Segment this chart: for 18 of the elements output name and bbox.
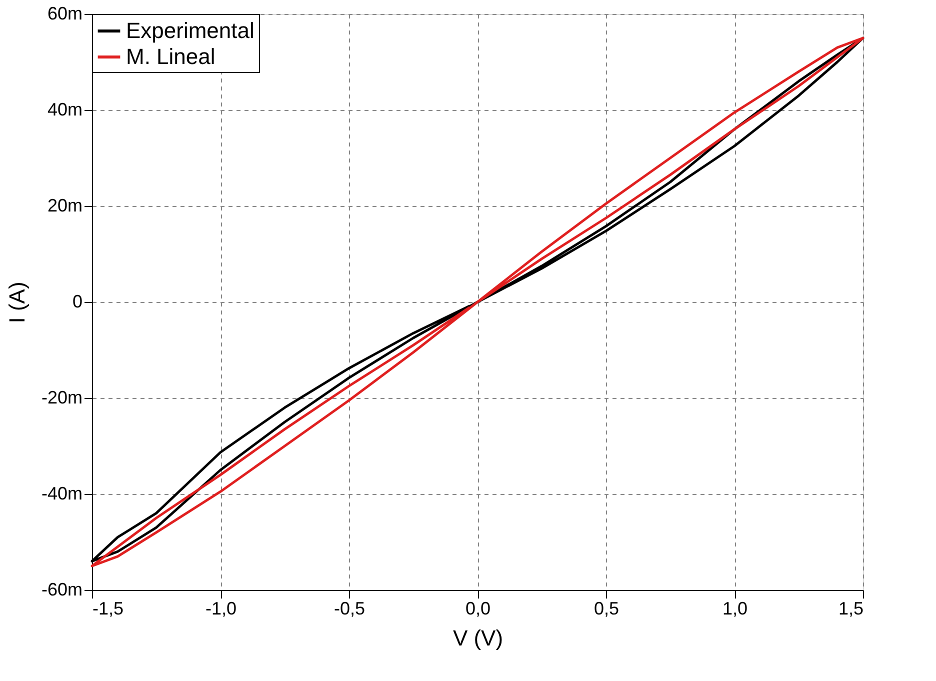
y-tick-label: -40m xyxy=(41,484,82,504)
y-tick-label: -60m xyxy=(41,580,82,600)
x-tick-label: -1,0 xyxy=(205,598,237,618)
y-tick-label: 0 xyxy=(72,292,82,312)
x-tick-label: 0,5 xyxy=(594,598,620,618)
y-tick-label: 20m xyxy=(47,196,82,216)
y-tick-label: -20m xyxy=(41,388,82,408)
legend-label: M. Lineal xyxy=(126,44,216,69)
y-tick-label: 60m xyxy=(47,4,82,24)
x-tick-label: 1,0 xyxy=(722,598,748,618)
x-axis-title: V (V) xyxy=(452,626,504,650)
y-axis-title: I (A) xyxy=(4,282,30,324)
x-tick-label: 1,5 xyxy=(838,598,864,618)
x-tick-label: -1,5 xyxy=(92,598,124,618)
legend-label: Experimental xyxy=(126,18,254,43)
x-tick-label: 0,0 xyxy=(465,598,491,618)
y-tick-label: 40m xyxy=(47,100,82,120)
x-tick-label: -0,5 xyxy=(334,598,366,618)
